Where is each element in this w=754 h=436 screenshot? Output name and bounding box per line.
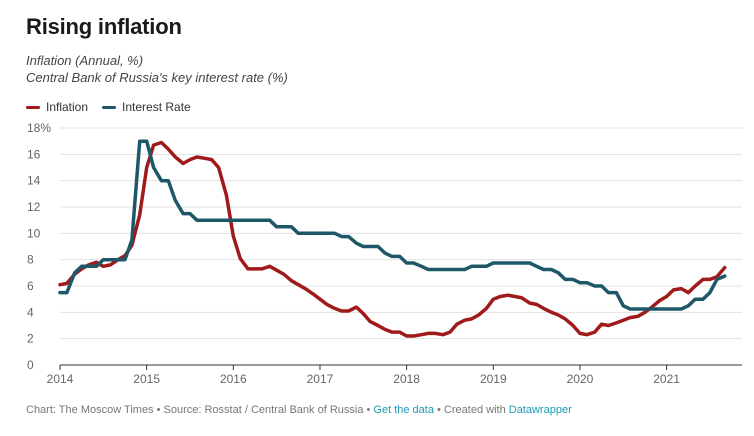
x-tick-label: 2017 [307, 372, 334, 386]
y-tick-label: 18% [27, 121, 51, 135]
legend-item-inflation: Inflation [26, 100, 88, 114]
chart-subtitle-interest-rate: Central Bank of Russia's key interest ra… [26, 70, 288, 85]
y-tick-label: 12 [27, 200, 41, 214]
legend-label-inflation: Inflation [46, 100, 89, 114]
y-tick-label: 4 [27, 305, 34, 319]
y-tick-label: 0 [27, 358, 34, 372]
x-tick-label: 2019 [480, 372, 507, 386]
footer-source: Chart: The Moscow Times • Source: Rossta… [26, 404, 374, 416]
legend-label-interest-rate: Interest Rate [122, 100, 191, 114]
y-tick-label: 16 [27, 147, 41, 161]
y-tick-label: 8 [27, 253, 34, 267]
x-tick-label: 2018 [393, 372, 420, 386]
series-line-interest-rate [58, 139, 727, 311]
x-tick-label: 2021 [653, 372, 680, 386]
chart-footer: Chart: The Moscow Times • Source: Rossta… [26, 404, 572, 416]
chart-title: Rising inflation [26, 14, 182, 39]
y-tick-label: 2 [27, 332, 34, 346]
footer-created-with: • Created with [433, 404, 509, 416]
chart-subtitle-inflation: Inflation (Annual, %) [26, 53, 144, 68]
legend-swatch-inflation [26, 105, 40, 109]
legend-swatch-interest-rate [102, 105, 117, 109]
get-the-data-link[interactable]: Get the data [373, 404, 434, 416]
x-tick-label: 2016 [220, 372, 247, 386]
series-line-inflation [58, 140, 727, 338]
legend-item-interest-rate: Interest Rate [102, 100, 191, 114]
datawrapper-link[interactable]: Datawrapper [508, 404, 572, 416]
y-tick-label: 14 [27, 174, 41, 188]
y-tick-label: 10 [27, 226, 41, 240]
chart-legend: Inflation Interest Rate [26, 100, 205, 114]
x-tick-label: 2020 [567, 372, 594, 386]
y-tick-label: 6 [27, 279, 34, 293]
x-tick-label: 2014 [47, 372, 74, 386]
x-tick-label: 2015 [133, 372, 160, 386]
